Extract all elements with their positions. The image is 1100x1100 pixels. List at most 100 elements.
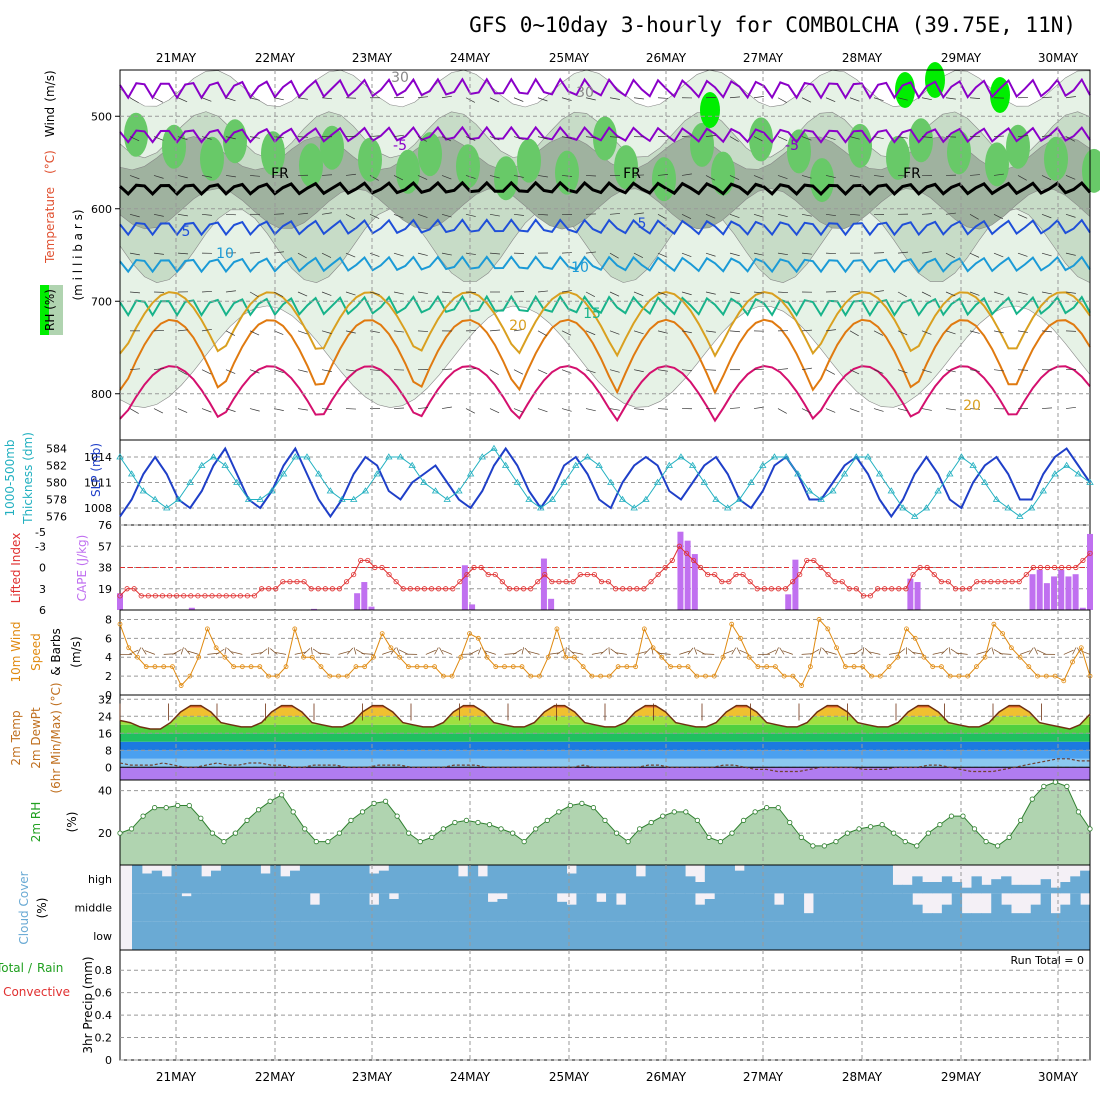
- cloud-cell: [220, 865, 232, 894]
- cloud-cell: [764, 865, 775, 894]
- upper-wind-barb: [753, 213, 764, 218]
- upper-wind-barb: [801, 175, 812, 179]
- rh-blob-90: [593, 116, 617, 161]
- upper-wind-barb: [489, 213, 500, 217]
- cloud-cell: [586, 921, 597, 950]
- bottom-date-label: 27MAY: [743, 1070, 784, 1084]
- upper-wind-barb: [873, 97, 884, 102]
- slp-thickness-panel: 1008 1011 1014 576 578 580 582 584 1000-500mb Thi…: [3, 432, 1094, 526]
- li-marker: [705, 571, 711, 578]
- thickness-marker: [209, 453, 218, 460]
- cloud-cell: [714, 921, 726, 950]
- upper-wind-barb: [465, 252, 476, 255]
- thickness-marker: [221, 461, 229, 468]
- upper-wind-barb: [921, 369, 932, 373]
- upper-wind-barb: [1017, 330, 1028, 333]
- precip-tick-label: 0.8: [95, 964, 113, 977]
- cloud-cell: [665, 865, 676, 894]
- cloud-cell: [467, 893, 479, 922]
- upper-wind-barb: [705, 369, 717, 371]
- upper-wind-barb: [681, 330, 692, 334]
- upper-wind-barb: [633, 174, 645, 176]
- rh-marker: [821, 843, 828, 849]
- cloud-cell: [132, 893, 143, 922]
- cloud-cell: [477, 921, 489, 950]
- li-marker: [754, 586, 760, 592]
- wind-barb: [441, 650, 453, 655]
- rh-marker: [1087, 826, 1093, 832]
- wind-speed-marker: [685, 664, 691, 670]
- wind-speed-marker: [222, 654, 228, 660]
- upper-wind-barb: [801, 252, 812, 255]
- upper-wind-barb: [441, 368, 453, 371]
- upper-wind-barb: [921, 408, 932, 411]
- thickness-marker: [864, 453, 872, 460]
- rh-marker: [764, 805, 770, 811]
- rh-marker: [255, 807, 262, 813]
- rh-blob-90: [749, 117, 773, 162]
- rh-marker: [867, 824, 874, 830]
- rh2m-panel: 20 40 2m RH (%): [29, 779, 1093, 866]
- upper-wind-barb: [945, 252, 955, 259]
- wind-barb: [224, 647, 227, 655]
- thickness-marker: [279, 470, 288, 477]
- upper-wind-barb: [177, 369, 187, 375]
- cloud-cell: [398, 921, 410, 950]
- upper-wind-barb: [609, 213, 620, 215]
- temp-tick-label: 0: [105, 761, 112, 774]
- upper-wind-barb: [897, 97, 908, 101]
- upper-wind-barb: [1041, 175, 1052, 181]
- cloud-cell: [250, 865, 261, 894]
- wind-speed-line: [119, 618, 1091, 687]
- cloud-cell: [201, 893, 212, 922]
- cloud-cell: [378, 893, 390, 922]
- upper-wind-barb: [585, 251, 596, 254]
- upper-wind-barb: [417, 175, 428, 180]
- cloud-cell: [862, 893, 874, 922]
- upper-wind-barb: [1065, 252, 1076, 256]
- wind-speed-marker: [930, 664, 936, 670]
- wind-speed-marker: [851, 664, 857, 670]
- upper-wind-barb: [537, 290, 548, 293]
- thickness-marker: [303, 453, 311, 460]
- li-marker: [1016, 579, 1022, 585]
- li-marker: [882, 586, 888, 592]
- upper-wind-barb: [225, 330, 235, 336]
- wind-speed-marker: [362, 664, 368, 670]
- li-tick-label: 0: [39, 562, 46, 575]
- upper-wind-barb: [417, 291, 428, 294]
- cloud-cell: [1070, 921, 1081, 950]
- cloud-cell: [783, 921, 795, 950]
- upper-wind-barb: [513, 408, 524, 413]
- upper-wind-barb: [249, 330, 260, 336]
- upper-wind-barb: [873, 136, 884, 140]
- li-marker: [712, 571, 718, 578]
- wind-speed-marker: [703, 673, 708, 679]
- cloud-cell: [517, 893, 528, 922]
- cloud-cell: [1070, 876, 1081, 894]
- upper-wind-barb: [729, 291, 740, 295]
- wind-speed-marker: [633, 664, 638, 670]
- thickness-marker: [513, 478, 522, 485]
- cloud-cell: [635, 876, 647, 894]
- cape-bar: [311, 608, 317, 610]
- wind-barb: [141, 647, 147, 655]
- upper-wind-barb: [249, 251, 260, 254]
- upper-wind-barb: [225, 290, 236, 293]
- cloud-cell: [675, 921, 686, 950]
- cloud-cell: [161, 876, 173, 894]
- rh-marker: [163, 805, 169, 811]
- wind-barb: [679, 650, 690, 655]
- thickness-marker: [431, 487, 440, 494]
- upper-wind-barb: [753, 252, 764, 256]
- li-marker: [499, 579, 505, 585]
- wind-tick-label: 8: [105, 613, 112, 626]
- thickness-marker: [326, 487, 335, 494]
- cloud-row-label: high: [88, 873, 112, 886]
- upper-wind-barb: [129, 175, 140, 180]
- li-marker: [266, 586, 272, 592]
- cloud-cell: [981, 913, 992, 922]
- wind-speed-marker: [615, 664, 621, 670]
- cloud-cell: [843, 921, 854, 950]
- thickness-marker: [840, 470, 849, 477]
